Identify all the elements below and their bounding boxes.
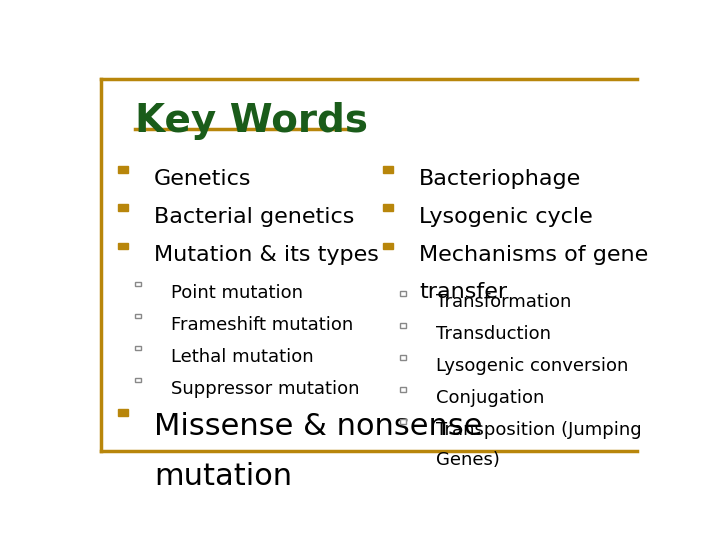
Bar [118,242,127,249]
Text: Mutation & its types: Mutation & its types [154,245,379,265]
Bar [400,387,407,392]
Text: Suppressor mutation: Suppressor mutation [171,380,359,397]
Bar [400,323,407,328]
Text: mutation: mutation [154,462,292,491]
Bar [135,378,141,382]
Text: Bacteriophage: Bacteriophage [419,168,582,189]
Text: Transduction: Transduction [436,325,551,343]
Bar [400,355,407,360]
Bar [400,420,407,424]
Bar [118,166,127,173]
Text: Conjugation: Conjugation [436,389,544,407]
Bar [118,409,127,416]
Bar [383,242,393,249]
Text: Point mutation: Point mutation [171,284,303,301]
Text: Lysogenic cycle: Lysogenic cycle [419,207,593,227]
Text: Mechanisms of gene: Mechanisms of gene [419,245,649,265]
Text: Genetics: Genetics [154,168,252,189]
Text: Transposition (Jumping: Transposition (Jumping [436,421,642,439]
Bar [383,166,393,173]
Text: Lysogenic conversion: Lysogenic conversion [436,357,629,375]
Text: Lethal mutation: Lethal mutation [171,348,313,366]
Text: Missense & nonsense: Missense & nonsense [154,411,482,441]
Text: Frameshift mutation: Frameshift mutation [171,315,354,334]
Bar [135,314,141,318]
Bar [400,291,407,296]
Text: Genes): Genes) [436,451,500,469]
Text: Bacterial genetics: Bacterial genetics [154,207,354,227]
Text: Key Words: Key Words [135,102,368,140]
Text: Transformation: Transformation [436,293,572,311]
Text: transfer: transfer [419,282,508,302]
Bar [118,204,127,211]
Bar [135,282,141,286]
Bar [135,346,141,350]
Bar [383,204,393,211]
